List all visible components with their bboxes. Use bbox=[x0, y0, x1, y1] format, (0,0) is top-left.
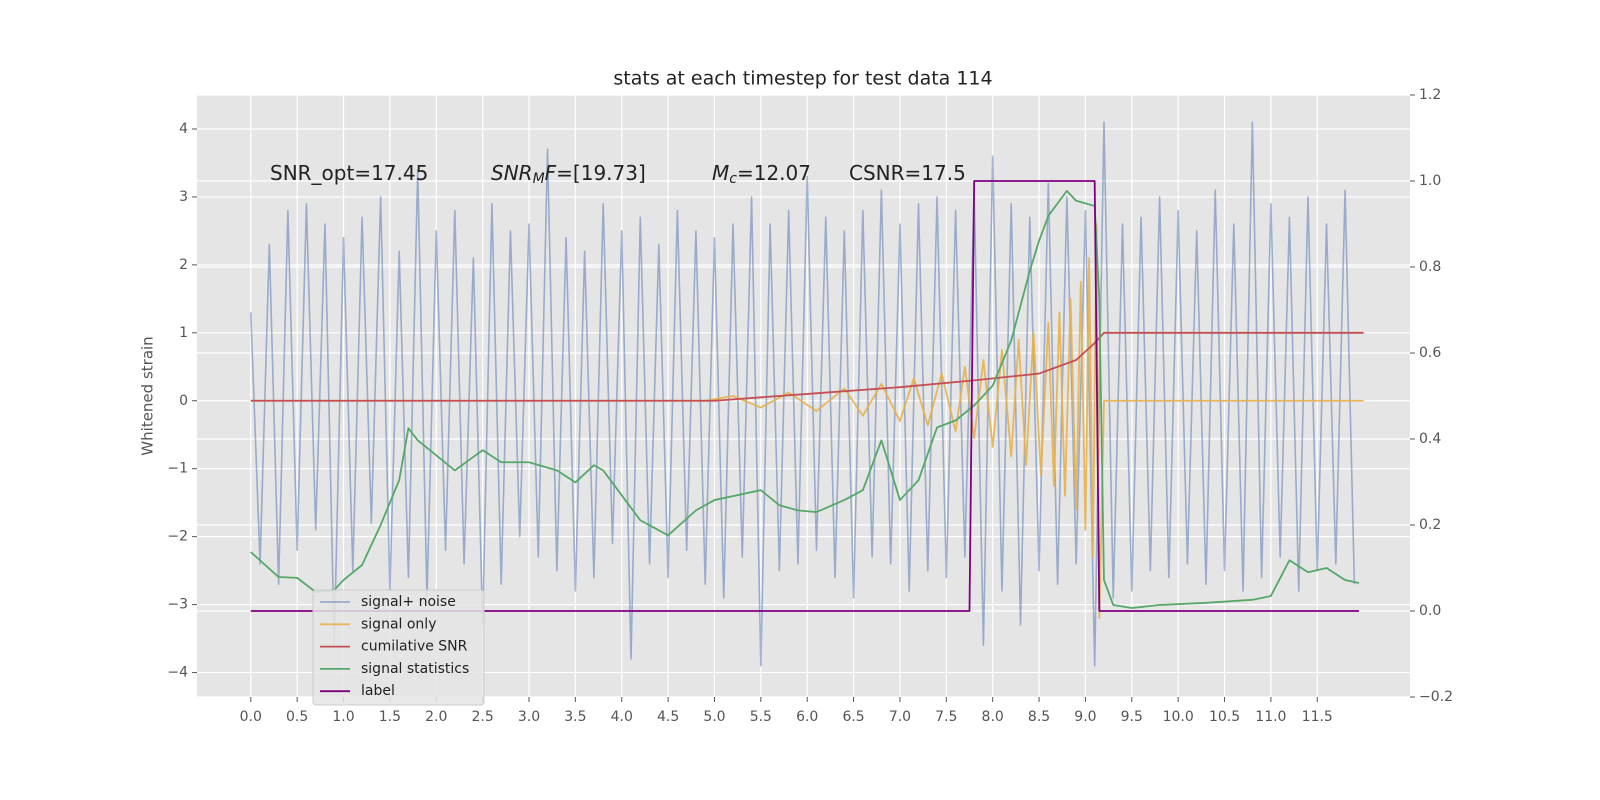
x-tick-label: 7.5 bbox=[935, 709, 957, 725]
y-tick-label: −3 bbox=[167, 597, 188, 613]
legend-box bbox=[312, 589, 485, 706]
series-line bbox=[249, 121, 1356, 667]
x-tick-label: 1.0 bbox=[332, 709, 354, 725]
x-tick-label: 2.0 bbox=[425, 709, 447, 725]
series-line bbox=[250, 189, 1360, 609]
y-axis-label: Whitened strain bbox=[139, 336, 157, 455]
y2-tick-label: −0.2 bbox=[1419, 689, 1453, 705]
x-tick-label: 5.0 bbox=[703, 709, 725, 725]
legend-label: signal only bbox=[361, 616, 436, 632]
x-tick-label: 11.0 bbox=[1255, 709, 1286, 725]
x-tick-label: 2.5 bbox=[471, 709, 493, 725]
annotation: SNRMF=[19.73] bbox=[491, 161, 646, 188]
y2-tick-label: 1.2 bbox=[1419, 87, 1441, 103]
annotation-part: CSNR=17.5 bbox=[849, 161, 966, 185]
x-tick-label: 8.5 bbox=[1028, 709, 1050, 725]
legend-label: signal statistics bbox=[361, 661, 469, 677]
x-tick-label: 10.0 bbox=[1163, 709, 1194, 725]
annotation-part: F bbox=[545, 161, 557, 185]
series-line bbox=[250, 180, 1359, 612]
x-tick-label: 4.0 bbox=[611, 709, 633, 725]
x-tick-label: 3.5 bbox=[564, 709, 586, 725]
y-tick-label: −4 bbox=[167, 665, 188, 681]
y2-tick-label: 1.0 bbox=[1419, 173, 1441, 189]
x-tick-label: 7.0 bbox=[889, 709, 911, 725]
x-tick-label: 9.5 bbox=[1121, 709, 1143, 725]
annotation-part: =12.07 bbox=[737, 161, 811, 185]
x-tick-label: 8.0 bbox=[982, 709, 1004, 725]
y-tick-label: 4 bbox=[179, 121, 188, 137]
x-tick-label: 4.5 bbox=[657, 709, 679, 725]
y-tick-label: 2 bbox=[179, 257, 188, 273]
legend-label: cumilative SNR bbox=[361, 639, 468, 655]
series-line bbox=[250, 223, 1364, 620]
legend-label: signal+ noise bbox=[361, 594, 456, 610]
annotation: Mc=12.07 bbox=[712, 161, 811, 188]
annotation-part: c bbox=[729, 171, 737, 187]
x-tick-label: 10.5 bbox=[1209, 709, 1240, 725]
annotation-part: SNR_opt=17.45 bbox=[270, 161, 428, 185]
x-tick-label: 1.5 bbox=[379, 709, 401, 725]
y-tick-label: −1 bbox=[167, 461, 188, 477]
annotation-part: =[19.73] bbox=[556, 161, 646, 185]
annotation-part: M bbox=[712, 161, 729, 185]
x-tick-label: 0.0 bbox=[240, 709, 262, 725]
y-tick-label: −2 bbox=[167, 529, 188, 545]
x-tick-label: 0.5 bbox=[286, 709, 308, 725]
x-tick-label: 6.0 bbox=[796, 709, 818, 725]
y2-tick-label: 0.8 bbox=[1419, 259, 1441, 275]
annotation-part: M bbox=[533, 171, 545, 187]
x-tick-label: 9.0 bbox=[1074, 709, 1096, 725]
y2-tick-label: 0.6 bbox=[1419, 345, 1441, 361]
annotation: CSNR=17.5 bbox=[849, 161, 966, 185]
y2-tick-label: 0.0 bbox=[1419, 603, 1441, 619]
chart-title: stats at each timestep for test data 114 bbox=[613, 68, 992, 90]
x-tick-label: 3.0 bbox=[518, 709, 540, 725]
y-tick-label: 3 bbox=[179, 189, 188, 205]
y2-tick-label: 0.4 bbox=[1419, 431, 1441, 447]
y-tick-label: 0 bbox=[179, 393, 188, 409]
annotation: SNR_opt=17.45 bbox=[270, 161, 428, 185]
y2-tick-label: 0.2 bbox=[1419, 517, 1441, 533]
annotation-part: SNR bbox=[491, 161, 533, 185]
y-tick-label: 1 bbox=[179, 325, 188, 341]
x-tick-label: 5.5 bbox=[750, 709, 772, 725]
x-tick-label: 6.5 bbox=[842, 709, 864, 725]
x-tick-label: 11.5 bbox=[1302, 709, 1333, 725]
legend-label: label bbox=[361, 683, 395, 699]
